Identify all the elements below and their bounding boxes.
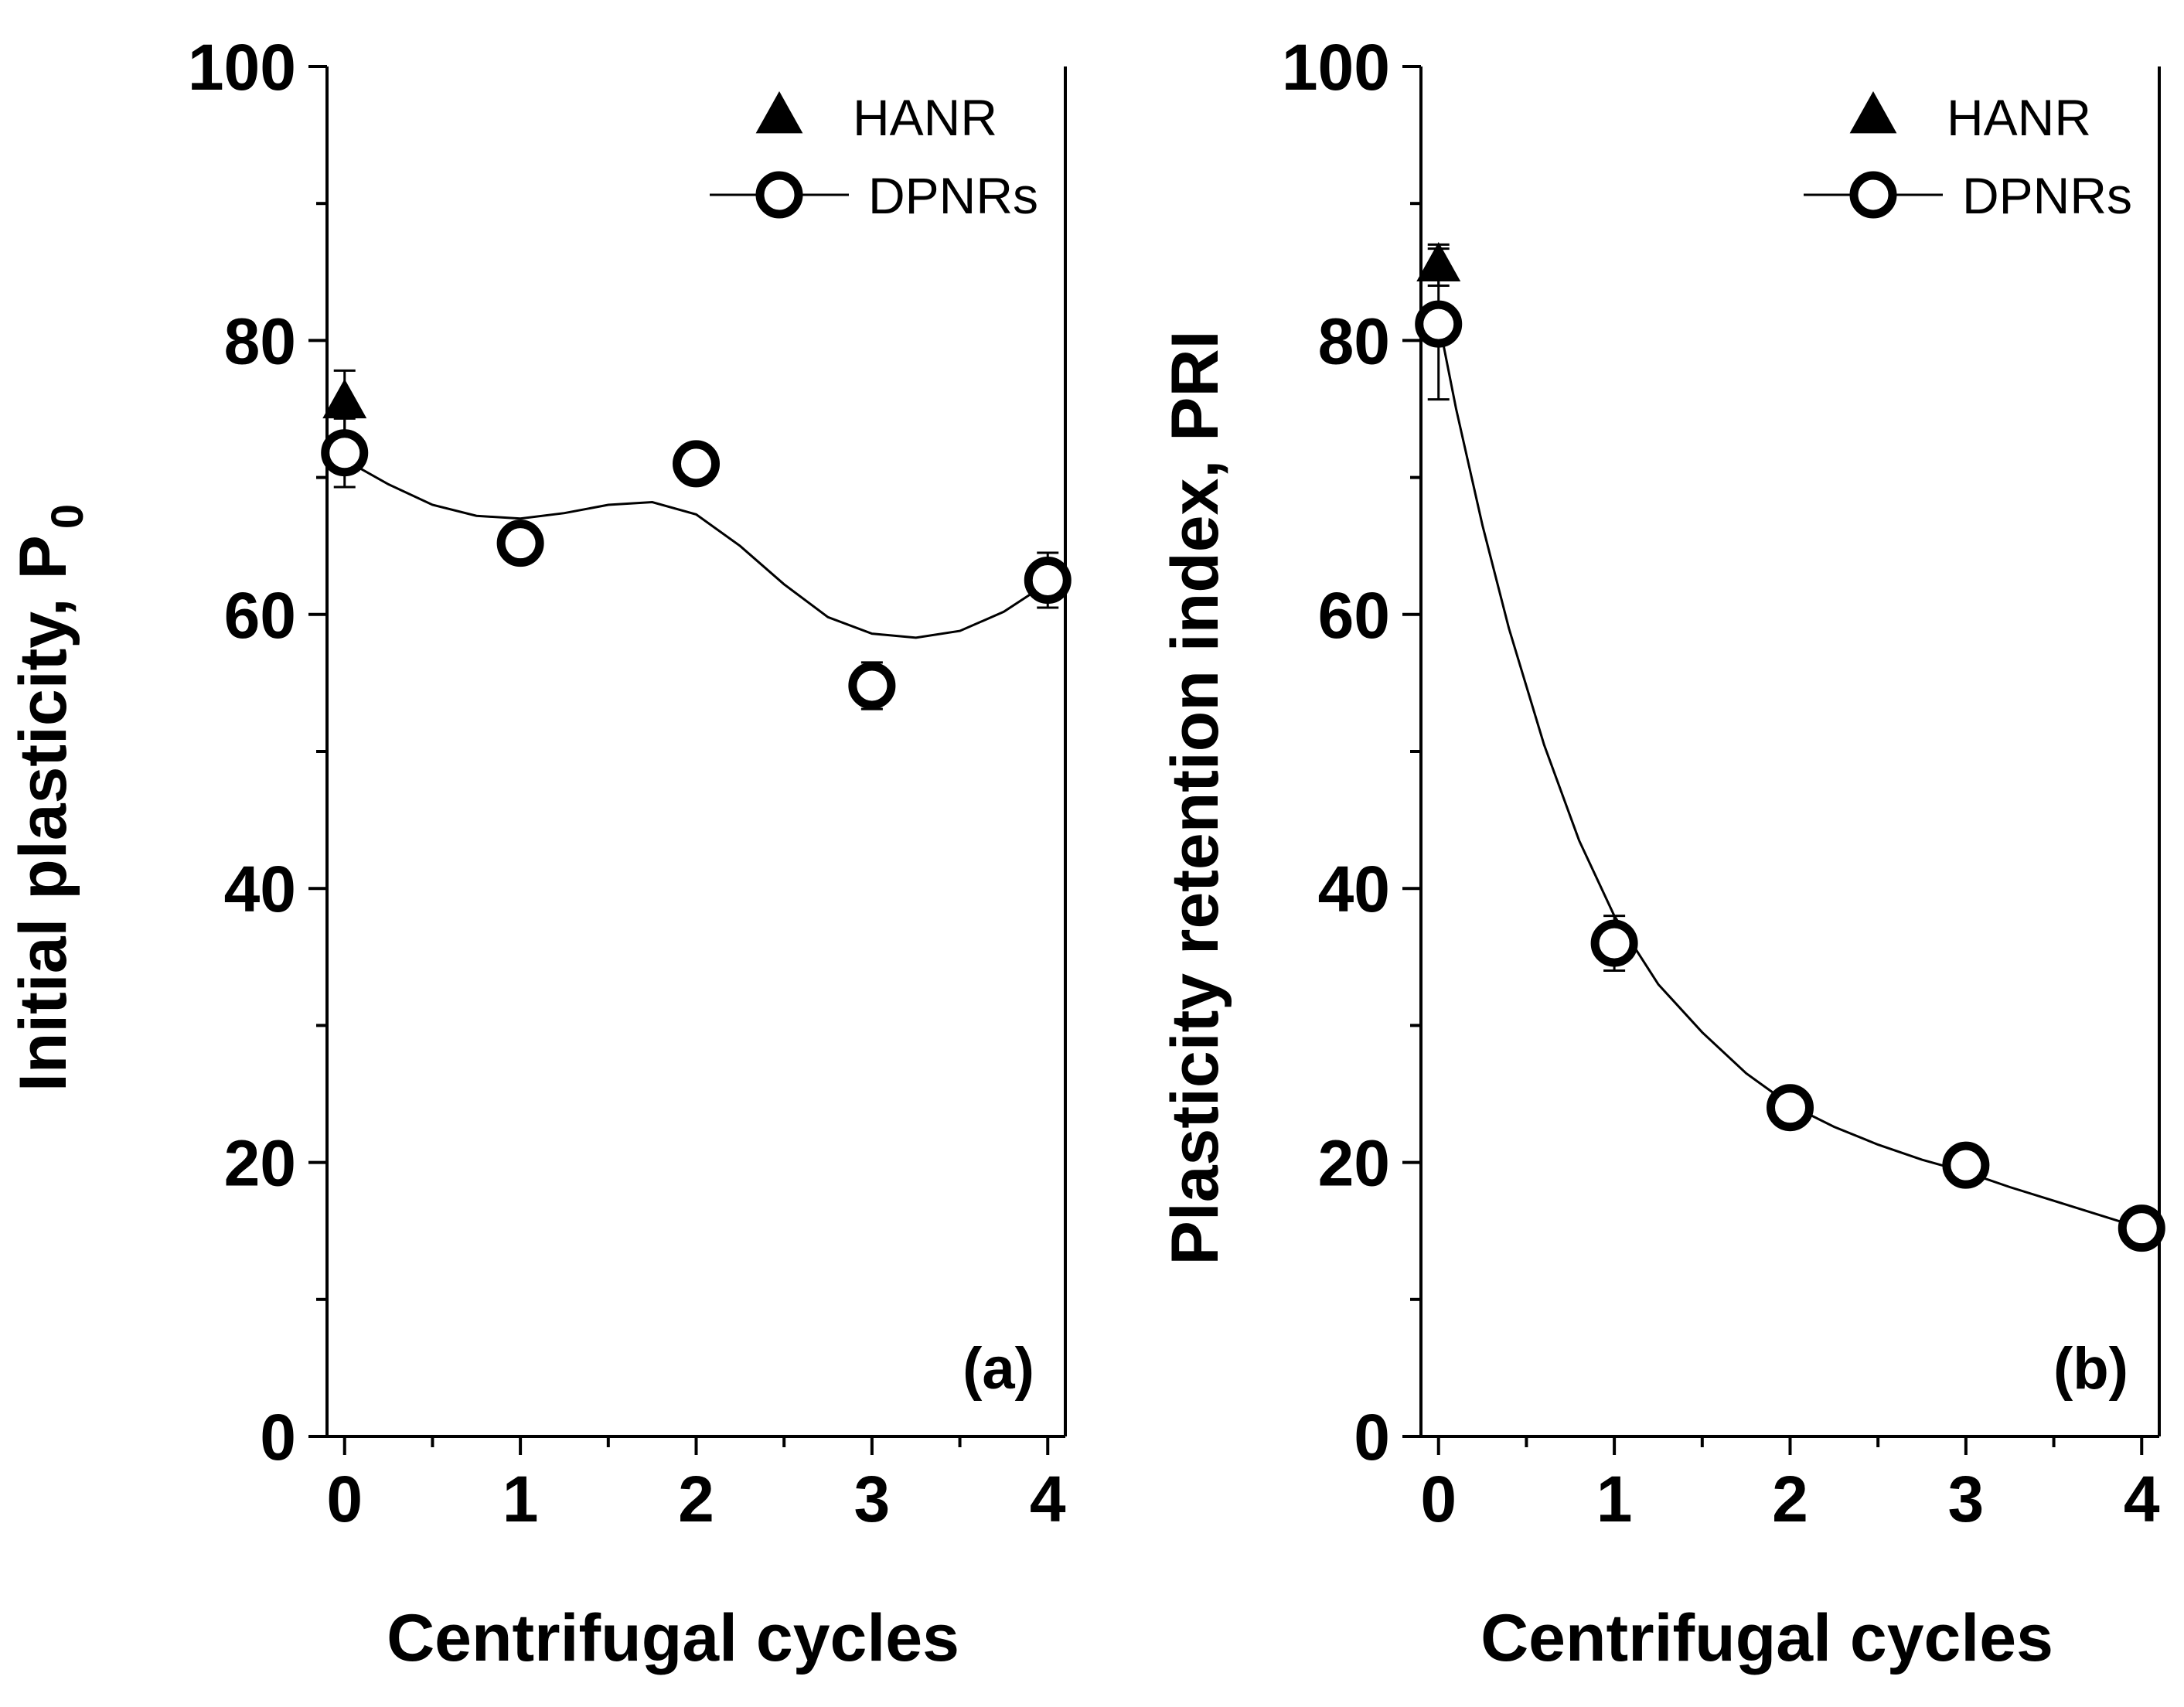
- data-point-dpnrs: [848, 662, 896, 710]
- y-tick-label: 20: [1318, 1127, 1390, 1200]
- y-tick-label: 100: [1282, 31, 1390, 104]
- y-axis-title-subscript: 0: [43, 504, 93, 529]
- data-point-dpnrs: [1415, 300, 1463, 348]
- data-point-dpnrs: [1942, 1141, 1990, 1189]
- x-tick-label: 0: [1420, 1463, 1457, 1535]
- panel-label: (b): [2053, 1336, 2128, 1402]
- y-tick-label: 60: [224, 579, 296, 652]
- legend: HANR DPNRs: [710, 89, 1038, 224]
- y-tick-label: 60: [1318, 579, 1390, 652]
- data-point-dpnrs: [673, 440, 720, 488]
- legend-label-hanr: HANR: [853, 89, 997, 146]
- data-point-dpnrs: [496, 520, 544, 567]
- data-point-dpnrs: [1767, 1084, 1814, 1132]
- x-axis-title: Centrifugal cycles: [1480, 1601, 2053, 1675]
- x-tick-label: 1: [1596, 1463, 1633, 1535]
- x-tick-label: 4: [1030, 1463, 1066, 1535]
- y-tick-label: 40: [224, 853, 296, 925]
- x-tick-label: 0: [326, 1463, 363, 1535]
- y-tick-label: 0: [1354, 1401, 1390, 1474]
- x-tick-label: 3: [854, 1463, 891, 1535]
- legend-label-hanr: HANR: [1947, 89, 2091, 146]
- legend-marker-dpnrs: [755, 171, 803, 219]
- data-point-dpnrs: [321, 429, 369, 477]
- y-tick-label: 80: [1318, 305, 1390, 377]
- data-point-hanr: [322, 379, 367, 419]
- y-axis-title: Plasticity retention index, PRI: [1158, 330, 1232, 1265]
- legend: HANR DPNRs: [1804, 89, 2132, 224]
- legend-marker-dpnrs: [1849, 171, 1897, 219]
- x-tick-label: 3: [1948, 1463, 1985, 1535]
- panel-label: (a): [963, 1336, 1034, 1402]
- x-tick-label: 4: [2124, 1463, 2160, 1535]
- panel-b: 0 20 40 60 80 100 0 1 2 3 4 Centrifugal cycles Plast…: [1158, 31, 2165, 1675]
- data-point-dpnrs: [2118, 1204, 2165, 1252]
- y-tick-label: 40: [1318, 853, 1390, 925]
- y-tick-label: 20: [224, 1127, 296, 1200]
- fit-line-dpnrs: [1437, 319, 2142, 1230]
- legend-label-dpnrs: DPNRs: [868, 167, 1038, 224]
- y-axis-title-main: Plasticity retention index, PRI: [1158, 330, 1232, 1265]
- x-tick-label: 1: [503, 1463, 539, 1535]
- x-tick-label: 2: [1772, 1463, 1808, 1535]
- legend-label-dpnrs: DPNRs: [1962, 167, 2132, 224]
- y-tick-label: 100: [188, 31, 296, 104]
- y-axis-title: Initial plasticity, P 0: [6, 504, 93, 1092]
- legend-marker-hanr: [1849, 91, 1897, 134]
- panel-a: 0 20 40 60 80 100 0 1 2 3 4 Centrifugal cycles Initi…: [6, 31, 1072, 1675]
- legend-marker-hanr: [755, 91, 803, 134]
- data-point-dpnrs: [1590, 919, 1638, 967]
- y-tick-label: 80: [224, 305, 296, 377]
- y-tick-label: 0: [260, 1401, 296, 1474]
- y-axis-title-main: Initial plasticity, P: [6, 535, 80, 1092]
- fit-line-dpnrs: [343, 458, 1049, 639]
- x-axis-title: Centrifugal cycles: [387, 1601, 959, 1675]
- x-tick-label: 2: [678, 1463, 714, 1535]
- data-point-dpnrs: [1024, 557, 1072, 604]
